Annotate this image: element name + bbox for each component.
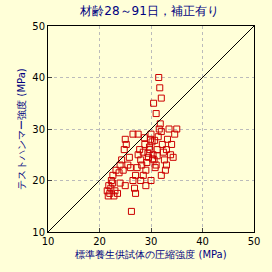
svg-text:10: 10 [42,236,55,247]
svg-text:40: 40 [196,236,209,247]
svg-text:標準養生供試体の圧縮強度 (MPa): 標準養生供試体の圧縮強度 (MPa) [75,249,226,260]
svg-text:20: 20 [93,236,106,247]
svg-text:テストハンマー強度 (MPa): テストハンマー強度 (MPa) [16,68,27,189]
svg-text:10: 10 [32,227,45,238]
svg-text:50: 50 [32,21,45,32]
svg-text:40: 40 [32,72,45,83]
svg-text:20: 20 [32,175,45,186]
svg-text:50: 50 [248,236,261,247]
svg-text:材齢28～91日，補正有り: 材齢28～91日，補正有り [79,4,219,18]
svg-text:30: 30 [145,236,158,247]
svg-text:30: 30 [32,124,45,135]
